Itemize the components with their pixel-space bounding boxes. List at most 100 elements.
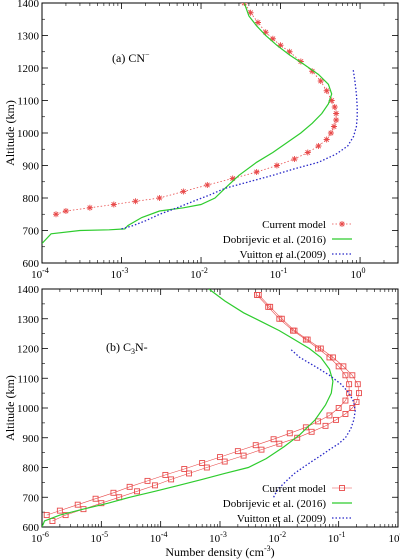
data-point-current-model bbox=[181, 466, 188, 472]
y-axis-label: Altitude (km) bbox=[3, 100, 17, 166]
data-point-current-model bbox=[330, 123, 337, 130]
y-tick-label: 600 bbox=[23, 522, 40, 534]
data-point-current-model bbox=[221, 458, 228, 465]
series-line-dobrijevic-et-al-2016 bbox=[42, 289, 334, 527]
legend-label: Current model bbox=[262, 483, 326, 495]
data-point-current-model bbox=[326, 354, 333, 361]
x-tick-label: 10-2 bbox=[268, 530, 286, 545]
data-point-current-model bbox=[329, 354, 336, 361]
data-point-current-model bbox=[126, 483, 133, 490]
x-tick-label: 10-1 bbox=[270, 266, 288, 281]
data-point-current-model bbox=[98, 500, 105, 507]
y-tick-label: 1400 bbox=[17, 284, 40, 296]
data-point-current-model bbox=[304, 149, 311, 156]
data-point-current-model bbox=[286, 48, 293, 55]
data-point-current-model bbox=[322, 422, 329, 429]
data-point-current-model bbox=[110, 489, 117, 496]
data-point-current-model bbox=[346, 390, 353, 397]
data-point-current-model bbox=[342, 372, 349, 379]
data-point-current-model bbox=[262, 29, 269, 36]
data-point-current-model bbox=[277, 42, 284, 49]
x-tick-label: 10-4 bbox=[31, 266, 49, 281]
data-point-current-model bbox=[253, 169, 260, 175]
x-tick-label: 100 bbox=[389, 530, 400, 545]
data-point-current-model bbox=[290, 327, 296, 334]
data-point-current-model bbox=[265, 303, 272, 310]
data-point-current-model bbox=[273, 162, 280, 169]
y-tick-label: 1000 bbox=[17, 128, 40, 140]
y-tick-label: 1200 bbox=[17, 344, 40, 356]
data-point-current-model bbox=[240, 452, 247, 459]
data-point-current-model bbox=[317, 78, 324, 84]
data-point-current-model bbox=[156, 195, 163, 201]
data-point-current-model bbox=[168, 476, 175, 483]
chart-panel-a: 600 700 800 900 1000 1100 1200 1300 1400 10-4 10-3… bbox=[3, 0, 399, 281]
data-point-current-model bbox=[132, 198, 139, 205]
data-point-current-model bbox=[252, 442, 259, 449]
y-tick-label: 1000 bbox=[17, 403, 40, 415]
data-point-current-model bbox=[247, 9, 254, 16]
legend-label: Current model bbox=[262, 219, 326, 231]
data-point-current-model bbox=[199, 460, 206, 466]
data-point-current-model bbox=[333, 416, 339, 423]
x-axis-label: Number density (cm-3) bbox=[165, 544, 274, 559]
data-point-current-model bbox=[86, 204, 93, 211]
data-point-current-model bbox=[323, 87, 330, 94]
y-tick-label: 1300 bbox=[17, 31, 40, 43]
data-point-current-model bbox=[308, 428, 315, 435]
data-point-current-model bbox=[353, 399, 360, 405]
data-point-current-model bbox=[269, 35, 276, 42]
data-point-current-model bbox=[276, 440, 283, 447]
x-tick-label: 10-4 bbox=[150, 530, 168, 545]
data-point-current-model bbox=[151, 482, 158, 489]
data-point-current-model bbox=[309, 68, 316, 75]
data-point-current-model bbox=[204, 182, 211, 188]
data-point-current-model bbox=[43, 512, 50, 519]
panel-label: (a) CN− bbox=[112, 50, 150, 65]
legend-marker bbox=[339, 221, 345, 227]
data-point-current-model bbox=[327, 130, 334, 136]
data-point-current-model bbox=[217, 454, 223, 461]
data-point-current-model bbox=[276, 315, 283, 322]
series-line-dobrijevic-et-al-2016 bbox=[42, 3, 333, 244]
data-point-current-model bbox=[331, 104, 338, 110]
data-point-current-model bbox=[56, 507, 63, 514]
y-tick-label: 700 bbox=[23, 226, 40, 238]
x-tick-label: 10-5 bbox=[90, 530, 108, 545]
data-point-current-model bbox=[53, 211, 60, 218]
data-point-current-model bbox=[270, 436, 277, 443]
y-tick-label: 600 bbox=[23, 258, 40, 270]
chart-panel-b: 600 700 800 900 1000 1100 1200 1300 1400 10-6 10-5… bbox=[3, 284, 400, 559]
data-point-current-model bbox=[333, 110, 340, 117]
x-tick-label: 10-1 bbox=[328, 530, 346, 545]
series-line-vuitton-et-al-2009 bbox=[121, 69, 358, 230]
y-tick-label: 900 bbox=[23, 433, 40, 445]
data-point-current-model bbox=[286, 430, 293, 437]
data-point-current-model bbox=[335, 405, 342, 411]
data-point-current-model bbox=[323, 136, 330, 143]
data-point-current-model bbox=[294, 434, 301, 441]
data-point-current-model bbox=[144, 477, 151, 484]
data-point-current-model bbox=[110, 201, 117, 208]
data-point-current-model bbox=[335, 363, 342, 370]
y-tick-label: 800 bbox=[23, 193, 40, 205]
x-tick-label: 100 bbox=[351, 266, 366, 281]
data-point-current-model bbox=[203, 464, 210, 471]
data-point-current-model bbox=[62, 512, 69, 519]
x-tick-label: 10-6 bbox=[31, 530, 49, 545]
plot-frame bbox=[41, 288, 399, 528]
x-tick-label: 10-2 bbox=[190, 266, 208, 281]
y-tick-label: 1300 bbox=[17, 314, 40, 326]
data-point-current-model bbox=[315, 345, 322, 352]
series-line-current-model bbox=[52, 294, 360, 522]
data-point-current-model bbox=[92, 495, 99, 502]
data-point-current-model bbox=[302, 424, 309, 431]
data-point-current-model bbox=[180, 188, 187, 195]
data-point-current-model bbox=[62, 208, 69, 214]
legend-label: Dobrijevic et al. (2016) bbox=[223, 234, 327, 246]
x-tick-label: 10-3 bbox=[111, 266, 129, 281]
data-point-current-model bbox=[297, 58, 304, 65]
data-point-current-model bbox=[349, 372, 356, 379]
data-point-current-model bbox=[254, 19, 261, 26]
